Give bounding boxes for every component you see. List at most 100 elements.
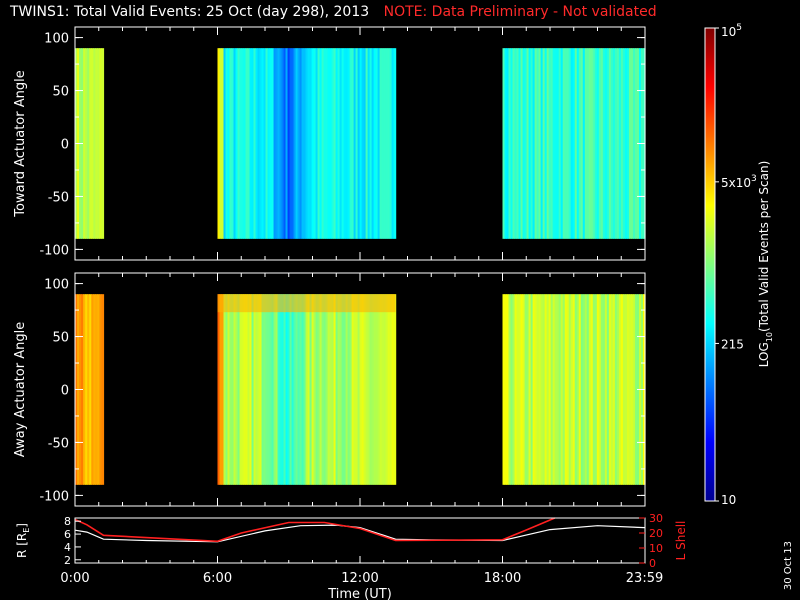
- heatmap-cell: [548, 294, 552, 485]
- colorbar-label-suffix: (Total Valid Events per Scan): [757, 161, 771, 332]
- heatmap-cell: [534, 294, 538, 485]
- heatmap-cell: [556, 48, 560, 239]
- colorbar-tick-label: 105: [721, 23, 742, 39]
- heatmap-cell: [594, 294, 598, 485]
- heatmap-cell: [568, 48, 572, 239]
- heatmap-cell: [285, 294, 289, 485]
- colorbar-label: LOG10(Total Valid Events per Scan): [757, 161, 774, 368]
- heatmap-cell: [331, 48, 335, 239]
- heatmap-cell: [315, 294, 319, 485]
- heatmap-cell: [255, 48, 259, 239]
- heatmap-cell: [275, 48, 279, 239]
- heatmap-cell: [341, 294, 345, 485]
- heatmap-cell: [562, 294, 566, 485]
- heatmap-cell: [612, 48, 616, 239]
- heatmap-cell: [548, 48, 552, 239]
- heatmap-cell: [357, 48, 361, 239]
- y-axis-label-right: L Shell: [674, 521, 688, 561]
- heatmap-cell: [566, 294, 570, 485]
- heatmap-cell: [291, 48, 295, 239]
- heatmap-cell: [307, 294, 311, 485]
- y-tick-label: 0: [61, 138, 69, 153]
- heatmap-cell: [265, 294, 269, 485]
- heatmap-cell: [237, 48, 241, 239]
- heatmap-cell: [337, 294, 341, 485]
- heatmap-cell: [231, 294, 235, 485]
- heatmap-cell: [518, 294, 522, 485]
- heatmap-cell: [592, 294, 596, 485]
- heatmap-cell: [588, 294, 592, 485]
- y-label-sub: E: [22, 528, 31, 533]
- heatmap-cell: [556, 294, 560, 485]
- heatmap-cell: [319, 294, 323, 485]
- heatmap-cell: [608, 48, 612, 239]
- heatmap-cell: [91, 294, 94, 485]
- y-tick-label: 6: [64, 528, 71, 541]
- heatmap-cell: [291, 294, 295, 485]
- y-tick-label: -100: [39, 489, 69, 504]
- heatmap-cell: [536, 294, 540, 485]
- heatmap-cell: [379, 294, 383, 485]
- heatmap-cell: [612, 294, 616, 485]
- heatmap-cell: [285, 48, 289, 239]
- heatmap-cell: [544, 48, 548, 239]
- heatmap-cell: [345, 294, 349, 485]
- heatmap-cell: [604, 48, 608, 239]
- heatmap-cell: [610, 294, 614, 485]
- heatmap-cell: [526, 294, 530, 485]
- heatmap-cell: [283, 48, 287, 239]
- heatmap-cell: [221, 48, 225, 239]
- y-label-main: R [R: [15, 533, 29, 558]
- colorbar-tick-exp: 3: [751, 174, 757, 184]
- heatmap-cell: [514, 48, 518, 239]
- heatmap-cell: [375, 48, 379, 239]
- heatmap-cell: [506, 294, 510, 485]
- heatmap-cell: [275, 294, 279, 485]
- x-tick-label: 23:59: [626, 571, 663, 586]
- heatmap-cell: [532, 48, 536, 239]
- heatmap-cell: [341, 48, 345, 239]
- heatmap-cell: [560, 48, 564, 239]
- heatmap-cell: [365, 294, 369, 485]
- heatmap-cell: [552, 48, 556, 239]
- heatmap-cell: [241, 48, 245, 239]
- heatmap-cell: [223, 48, 227, 239]
- heatmap-cell: [349, 48, 353, 239]
- heatmap-cell: [594, 48, 598, 239]
- heatmap-cell: [315, 48, 319, 239]
- y-label-end: ]: [15, 523, 29, 528]
- heatmap-cell: [229, 294, 233, 485]
- heatmap-cell: [534, 48, 538, 239]
- heatmap-cell: [239, 294, 243, 485]
- heatmap-cell: [245, 48, 249, 239]
- heatmap-cell: [536, 48, 540, 239]
- y-tick-label: 100: [44, 32, 69, 47]
- heatmap-cell: [574, 294, 578, 485]
- heatmap-cell: [618, 48, 622, 239]
- heatmap-cell: [389, 294, 393, 485]
- heatmap-cell: [508, 294, 512, 485]
- heatmap-cell: [540, 48, 544, 239]
- heatmap-cell: [359, 294, 363, 485]
- heatmap-cell: [233, 294, 237, 485]
- heatmap-cell: [297, 294, 301, 485]
- heatmap-cell: [558, 294, 562, 485]
- y-axis-label: Away Actuator Angle: [13, 322, 28, 457]
- heatmap-cell: [598, 48, 602, 239]
- heatmap-cell: [373, 48, 377, 239]
- heatmap-cell: [279, 294, 283, 485]
- heatmap-cell: [590, 48, 594, 239]
- heatmap-cell: [572, 48, 576, 239]
- heatmap-cell: [97, 294, 101, 485]
- heatmap-cell: [271, 48, 275, 239]
- heatmap-cell: [293, 48, 297, 239]
- heatmap-cell: [257, 48, 261, 239]
- heatmap-cell: [387, 294, 391, 485]
- heatmap-cell: [375, 294, 379, 485]
- series-line: [74, 524, 645, 543]
- heatmap-cell: [327, 294, 331, 485]
- heatmap-cell: [546, 48, 550, 239]
- heatmap-cell: [614, 294, 618, 485]
- heatmap-cell: [598, 294, 602, 485]
- colorbar-tick-exp: 5: [736, 23, 742, 33]
